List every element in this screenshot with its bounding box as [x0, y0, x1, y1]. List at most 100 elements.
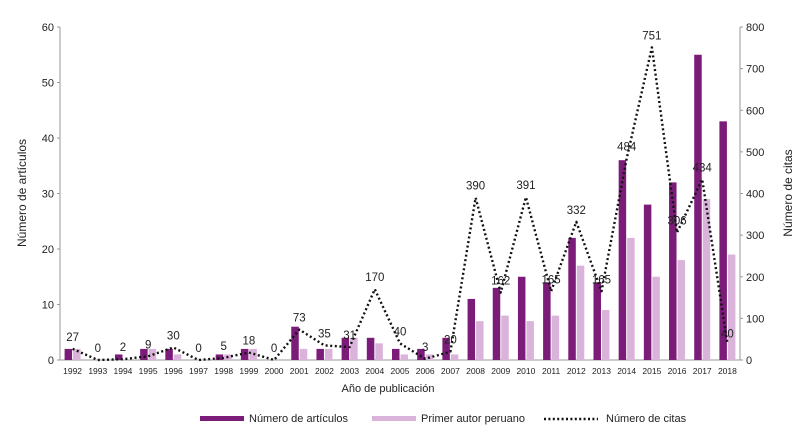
legend-label-articles: Número de artículos: [249, 413, 349, 425]
citation-data-label: 0: [95, 343, 101, 355]
citation-data-label: 30: [167, 331, 180, 343]
legend-item-citations: Número de citas: [544, 413, 687, 425]
citation-data-label: 390: [466, 181, 485, 193]
bar-peruvian-author: [476, 321, 484, 360]
y2-tick-label: 0: [746, 355, 752, 367]
bar-articles: [316, 348, 324, 360]
y2-tick-label: 400: [746, 189, 764, 201]
x-tick-label: 2009: [491, 366, 510, 376]
bar-peruvian-author: [727, 254, 736, 360]
bar-articles: [543, 282, 551, 360]
x-tick-label: 2006: [416, 366, 435, 376]
x-tick-label: 2011: [542, 366, 561, 376]
x-tick-label: 2005: [391, 366, 410, 376]
bar-peruvian-author: [627, 237, 635, 360]
y2-tick-label: 500: [746, 147, 764, 159]
x-tick-label: 2002: [315, 366, 334, 376]
citation-data-label: 434: [693, 162, 713, 174]
x-tick-label: 1998: [214, 366, 233, 376]
bar-articles: [341, 337, 350, 360]
bar-articles: [215, 354, 224, 360]
bar-articles: [442, 337, 450, 360]
citation-data-label: 18: [242, 336, 255, 348]
y2-axis-title: Número de citas: [781, 149, 795, 236]
y2-tick-label: 200: [746, 272, 764, 284]
data-labels: 27 0 2 9 30 0 5 18 0 73 35 31 170 40 3 20 390 162 391 165 33…: [66, 30, 734, 355]
y-tick-label: 50: [42, 78, 54, 90]
bar-peruvian-author: [350, 337, 358, 360]
bar-peruvian-author: [73, 348, 81, 360]
y2-tick-labels: 0 100 200 300 400 500 600 700 800: [740, 22, 764, 367]
x-tick-label: 2013: [592, 366, 611, 376]
citation-data-label: 20: [444, 335, 457, 347]
legend-label-citations: Número de citas: [606, 413, 687, 425]
citation-data-label: 751: [642, 30, 661, 42]
bar-articles: [114, 354, 123, 360]
bar-articles: [165, 348, 173, 360]
x-tick-label: 2016: [668, 366, 687, 376]
bar-peruvian-author: [400, 354, 408, 360]
x-tick-label: 1999: [239, 366, 258, 376]
x-tick-label: 1996: [164, 366, 183, 376]
citation-data-label: 5: [221, 341, 227, 353]
y-tick-label: 40: [42, 133, 54, 145]
citation-data-label: 2: [120, 342, 126, 354]
bar-articles: [291, 326, 299, 360]
y2-tick-label: 100: [746, 313, 764, 325]
citation-data-label: 73: [293, 313, 306, 325]
y2-tick-label: 600: [746, 105, 764, 117]
citation-data-label: 40: [721, 328, 734, 340]
bar-articles: [719, 121, 727, 360]
y-tick-label: 60: [42, 22, 54, 34]
bar-articles: [694, 54, 702, 360]
citation-data-label: 0: [271, 343, 277, 355]
citation-data-label: 40: [394, 326, 407, 338]
x-tick-label: 2008: [466, 366, 485, 376]
citation-data-label: 0: [195, 343, 201, 355]
x-tick-label: 2000: [265, 366, 284, 376]
bar-peruvian-author: [173, 354, 182, 360]
citation-data-label: 165: [592, 274, 611, 286]
bar-articles: [64, 348, 73, 360]
bar-peruvian-author: [375, 343, 383, 360]
x-axis-title: Año de publicación: [342, 383, 435, 395]
citation-data-label: 306: [667, 216, 686, 228]
legend-swatch-peruvian: [372, 416, 416, 421]
bar-peruvian-author: [148, 348, 157, 360]
x-tick-label: 1992: [63, 366, 82, 376]
bar-articles: [517, 276, 526, 360]
legend-item-articles: Número de artículos: [200, 413, 349, 425]
bars: [64, 54, 736, 360]
y-tick-label: 0: [48, 355, 54, 367]
citation-data-label: 35: [318, 328, 331, 340]
legend-label-peruvian: Primer autor peruano: [421, 413, 525, 425]
y-axis-title: Número de artículos: [15, 139, 29, 247]
bar-articles: [417, 348, 425, 360]
y2-tick-label: 800: [746, 22, 764, 34]
citation-data-label: 9: [145, 339, 151, 351]
x-tick-label: 1994: [114, 366, 133, 376]
bar-peruvian-author: [501, 315, 509, 360]
bar-peruvian-author: [652, 276, 660, 360]
x-tick-label: 1993: [88, 366, 107, 376]
y2-tick-label: 300: [746, 230, 764, 242]
y-tick-label: 30: [42, 189, 54, 201]
x-tick-label: 1997: [189, 366, 208, 376]
citation-data-label: 391: [516, 180, 535, 192]
axes: [59, 27, 741, 361]
bar-peruvian-author: [324, 348, 333, 360]
x-tick-label: 2004: [365, 366, 384, 376]
citation-data-label: 170: [365, 272, 384, 284]
citation-data-label: 31: [343, 330, 356, 342]
legend-swatch-articles: [200, 416, 244, 421]
legend: Número de artículos Primer autor peruano…: [200, 413, 687, 425]
x-tick-label: 1995: [139, 366, 158, 376]
legend-item-peruvian: Primer autor peruano: [372, 413, 525, 425]
x-tick-labels: 1992 1993 1994 1995 1996 1997 1998 1999 2000 2001…: [63, 366, 737, 376]
bar-peruvian-author: [526, 321, 534, 360]
bar-peruvian-author: [450, 354, 459, 360]
citation-data-label: 162: [491, 276, 510, 288]
y-tick-label: 20: [42, 244, 54, 256]
